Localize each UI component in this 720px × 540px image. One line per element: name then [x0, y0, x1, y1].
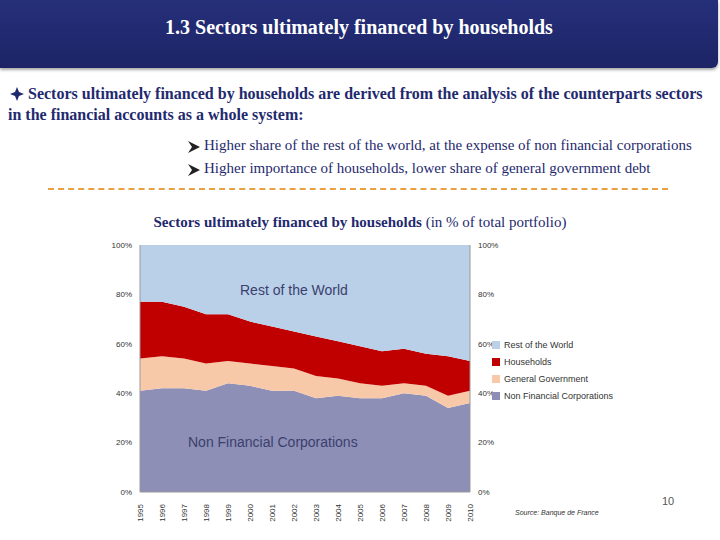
svg-text:2002: 2002 — [290, 503, 299, 521]
html-text:Higher importance of household: Higher importance of households, lower s… — [204, 160, 651, 176]
html-text:Source: Banque de France: Source: Banque de France — [515, 509, 599, 516]
svg-text:1996: 1996 — [158, 503, 167, 521]
svg-text:20%: 20% — [478, 438, 494, 447]
html-text:Rest of the World: Rest of the World — [240, 282, 348, 298]
svg-text:0%: 0% — [478, 488, 490, 497]
svg-text:2010: 2010 — [466, 503, 475, 521]
svg-text:100%: 100% — [478, 241, 498, 250]
svg-text:40%: 40% — [116, 389, 132, 398]
svg-text:60%: 60% — [478, 339, 494, 349]
html-text:Higher share of the rest of th: Higher share of the rest of the world, a… — [204, 137, 692, 153]
svg-text:100%: 100% — [112, 241, 132, 250]
svg-text:80%: 80% — [116, 290, 132, 299]
svg-text:40%: 40% — [478, 389, 494, 398]
svg-text:2009: 2009 — [444, 503, 453, 521]
svg-text:2000: 2000 — [246, 503, 255, 521]
html-text:Households: Households — [504, 356, 552, 367]
svg-text:2001: 2001 — [268, 503, 277, 521]
html-text:Rest of the World: Rest of the World — [504, 339, 574, 350]
svg-text:60%: 60% — [116, 340, 132, 349]
svg-text:1995: 1995 — [136, 503, 145, 521]
html-text:Sectors ultimately financed by: Sectors ultimately financed by household… — [8, 85, 703, 123]
html-text:10: 10 — [662, 495, 675, 507]
svg-text:80%: 80% — [478, 290, 494, 299]
svg-text:2006: 2006 — [378, 503, 387, 521]
svg-text:1998: 1998 — [202, 503, 211, 521]
svg-text:2003: 2003 — [312, 503, 321, 521]
html-text:Non Financial Corporations: Non Financial Corporations — [504, 390, 614, 401]
html-text:Sectors ultimately financed by: Sectors ultimately financed by household… — [153, 214, 567, 230]
svg-text:2008: 2008 — [422, 503, 431, 521]
svg-text:2007: 2007 — [400, 503, 409, 521]
html-text:General Government: General Government — [504, 373, 588, 384]
html-text:Non Financial Corporations: Non Financial Corporations — [188, 434, 358, 450]
svg-text:2005: 2005 — [356, 503, 365, 521]
svg-text:1999: 1999 — [224, 503, 233, 521]
svg-text:1997: 1997 — [180, 503, 189, 521]
html-text:1.3 Sectors ultimately finance: 1.3 Sectors ultimately financed by house… — [165, 16, 553, 38]
svg-text:0%: 0% — [120, 488, 132, 497]
svg-text:20%: 20% — [116, 438, 132, 447]
svg-text:2004: 2004 — [334, 503, 343, 521]
